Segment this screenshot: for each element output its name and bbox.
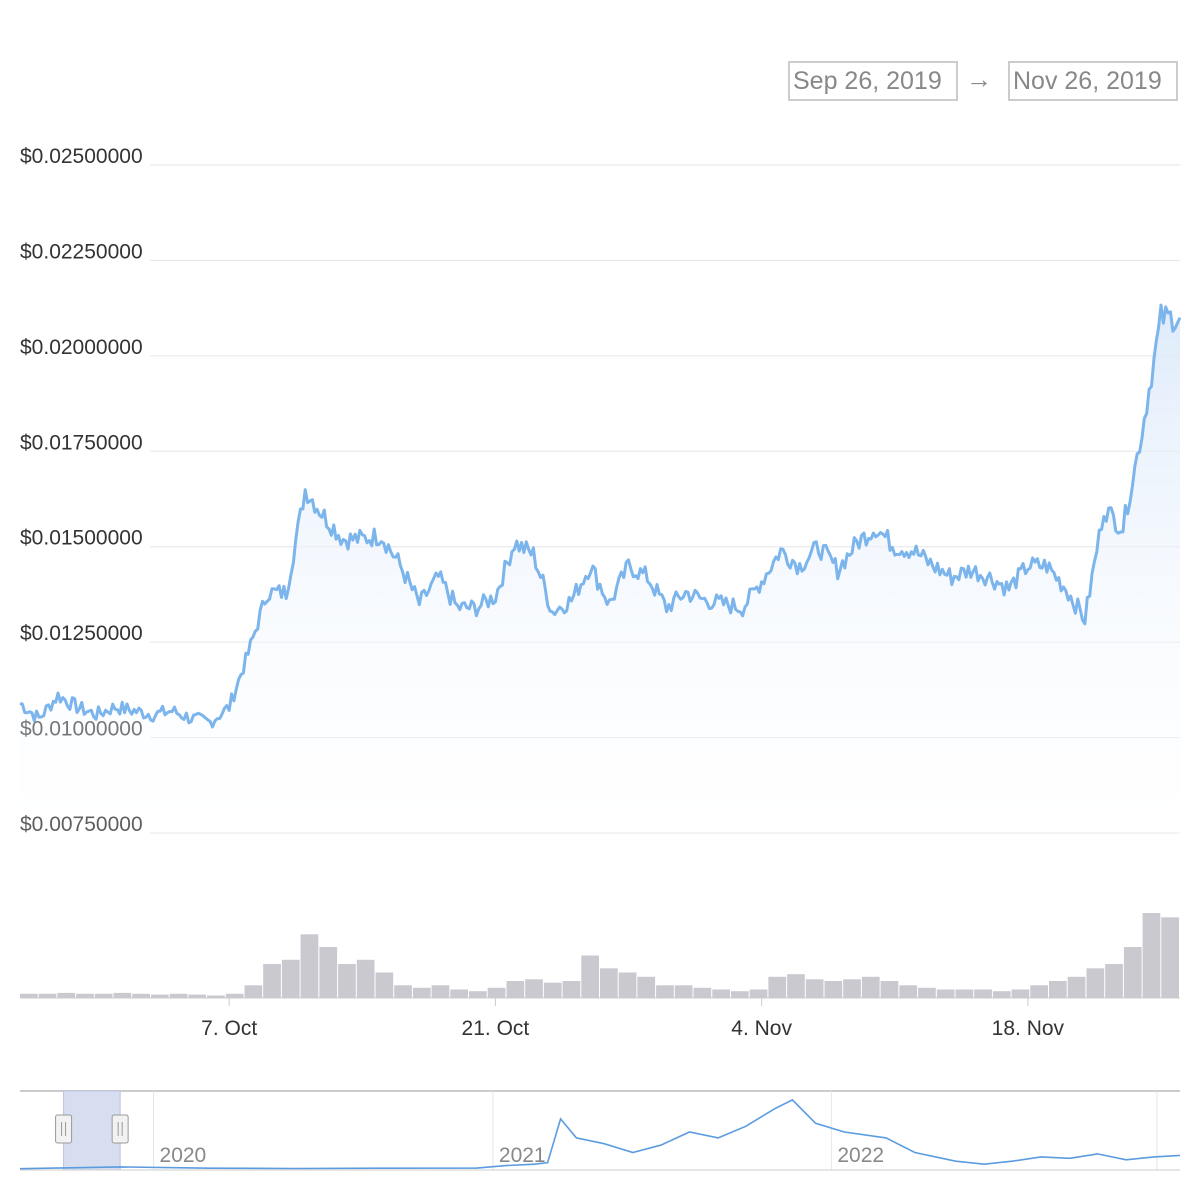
volume-bar bbox=[469, 991, 487, 998]
navigator-year-label: 2022 bbox=[837, 1144, 884, 1167]
volume-bar bbox=[525, 979, 543, 998]
volume-bar bbox=[637, 976, 656, 999]
volume-bar bbox=[974, 989, 992, 998]
volume-bar bbox=[899, 985, 918, 999]
volume-bar bbox=[244, 985, 263, 999]
handle-body bbox=[55, 1114, 73, 1144]
volume-bar bbox=[992, 991, 1011, 998]
price-area bbox=[20, 305, 1180, 834]
volume-bar bbox=[824, 981, 843, 998]
navigator-handle[interactable] bbox=[55, 1114, 73, 1144]
volume-bar bbox=[151, 994, 169, 998]
volume-bar bbox=[225, 993, 244, 999]
volume-bar bbox=[749, 989, 768, 998]
volume-bar bbox=[506, 981, 525, 998]
volume-bar bbox=[319, 947, 338, 998]
x-tick-label: 7. Oct bbox=[201, 1017, 257, 1040]
y-tick-label: $0.02000000 bbox=[20, 336, 143, 359]
volume-bar bbox=[918, 987, 936, 998]
volume-bar bbox=[1105, 964, 1123, 998]
volume-bar bbox=[375, 972, 394, 998]
volume-bar bbox=[338, 964, 356, 998]
volume-bars bbox=[20, 913, 1179, 999]
handle-body bbox=[111, 1114, 129, 1144]
y-tick-label: $0.02250000 bbox=[20, 240, 143, 263]
y-tick-label: $0.01500000 bbox=[20, 527, 143, 550]
volume-bar bbox=[94, 993, 113, 999]
volume-bar bbox=[805, 979, 824, 998]
volume-bar bbox=[132, 993, 150, 999]
volume-bar bbox=[936, 989, 955, 998]
volume-bar bbox=[57, 992, 76, 998]
x-axis: 7. Oct 21. Oct 4. Nov 18. Nov bbox=[20, 997, 1180, 1040]
navigator-line bbox=[19, 1098, 1181, 1170]
volume-bar bbox=[787, 974, 805, 998]
volume-bar bbox=[487, 987, 506, 998]
volume-bar bbox=[712, 989, 730, 998]
volume-bar bbox=[618, 972, 637, 998]
volume-bar bbox=[207, 995, 225, 998]
volume-bar bbox=[955, 989, 974, 998]
volume-bar bbox=[412, 987, 431, 998]
price-area-layer bbox=[20, 305, 1180, 834]
volume-bar bbox=[169, 993, 188, 999]
y-tick-label: $0.02500000 bbox=[20, 145, 143, 168]
range-arrow: → bbox=[966, 64, 992, 94]
volume-bar bbox=[731, 991, 749, 998]
volume-bar bbox=[300, 934, 319, 999]
volume-bar bbox=[20, 993, 38, 999]
volume-bar bbox=[562, 981, 581, 998]
volume-bar bbox=[1142, 913, 1161, 998]
volume-bar bbox=[1123, 947, 1142, 998]
navigator-year-label: 2020 bbox=[160, 1144, 207, 1167]
x-tick-label: 18. Nov bbox=[992, 1017, 1065, 1040]
volume-bar bbox=[431, 985, 450, 999]
price-line-layer bbox=[19, 303, 1182, 729]
x-tick-label: 21. Oct bbox=[462, 1017, 530, 1040]
price-line bbox=[19, 303, 1182, 729]
volume-bar bbox=[1086, 968, 1105, 998]
volume-bar bbox=[674, 985, 693, 999]
volume-bar bbox=[1161, 917, 1179, 999]
volume-bar bbox=[263, 964, 281, 998]
volume-bar bbox=[1049, 981, 1067, 998]
volume-bar bbox=[394, 985, 412, 999]
volume-bar bbox=[188, 994, 207, 998]
volume-bar bbox=[76, 993, 94, 999]
volume-bar bbox=[861, 976, 880, 999]
volume-bar bbox=[581, 955, 599, 998]
navigator-handle[interactable] bbox=[111, 1114, 129, 1144]
range-from-input[interactable]: Sep 26, 2019 bbox=[788, 61, 958, 101]
volume-bar bbox=[1067, 976, 1086, 999]
volume-bar bbox=[543, 982, 562, 998]
volume-bar bbox=[356, 959, 375, 999]
volume-bar bbox=[1011, 989, 1030, 998]
volume-bar bbox=[656, 985, 674, 999]
volume-bar bbox=[843, 979, 861, 998]
range-to-input[interactable]: Nov 26, 2019 bbox=[1008, 61, 1178, 101]
x-tick-label: 4. Nov bbox=[731, 1017, 792, 1040]
y-tick-label: $0.01750000 bbox=[20, 431, 143, 454]
volume-bar bbox=[768, 976, 787, 999]
navigator-year-label: 2021 bbox=[499, 1144, 546, 1167]
y-tick-label: $0.01250000 bbox=[20, 622, 143, 645]
volume-bar bbox=[450, 989, 468, 998]
volume-bar bbox=[880, 981, 899, 998]
volume-bar bbox=[113, 992, 132, 998]
navigator[interactable]: 2020 2021 2022 bbox=[19, 1090, 1181, 1171]
volume-bar bbox=[38, 993, 57, 999]
volume-bar bbox=[693, 987, 712, 998]
volume-bar bbox=[600, 968, 618, 998]
volume-bar bbox=[281, 959, 300, 999]
volume-bar bbox=[1030, 985, 1048, 999]
